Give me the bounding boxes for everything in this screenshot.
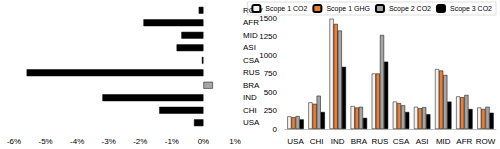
svg-text:AFR: AFR xyxy=(243,18,259,27)
svg-text:ASI: ASI xyxy=(243,43,256,52)
svg-text:-1%: -1% xyxy=(165,137,179,146)
svg-text:-6%: -6% xyxy=(7,137,21,146)
svg-text:0%: 0% xyxy=(198,137,210,146)
svg-text:AFR: AFR xyxy=(456,137,472,146)
svg-text:-4%: -4% xyxy=(70,137,84,146)
svg-text:CSA: CSA xyxy=(243,56,260,65)
svg-text:MID: MID xyxy=(436,137,451,146)
svg-text:750: 750 xyxy=(264,69,278,78)
svg-text:Scope 2 CO2: Scope 2 CO2 xyxy=(389,5,431,13)
svg-text:250: 250 xyxy=(264,106,278,115)
svg-text:Scope 3 CO2: Scope 3 CO2 xyxy=(450,5,492,13)
svg-text:-2%: -2% xyxy=(133,137,147,146)
svg-text:CHI: CHI xyxy=(243,106,257,115)
svg-text:MID: MID xyxy=(243,31,258,40)
svg-text:IND: IND xyxy=(243,93,257,102)
svg-text:CSA: CSA xyxy=(393,137,410,146)
svg-text:-5%: -5% xyxy=(38,137,52,146)
svg-text:1500: 1500 xyxy=(259,13,277,23)
svg-text:BRA: BRA xyxy=(351,137,368,146)
svg-text:1250: 1250 xyxy=(259,32,277,41)
svg-text:Scope 1 CO2: Scope 1 CO2 xyxy=(265,5,307,13)
svg-text:BRA: BRA xyxy=(243,81,260,90)
svg-text:ASI: ASI xyxy=(416,137,429,146)
svg-text:1000: 1000 xyxy=(259,51,277,60)
svg-text:500: 500 xyxy=(264,88,278,97)
svg-text:ROW: ROW xyxy=(243,5,263,15)
svg-text:RUS: RUS xyxy=(243,68,260,77)
svg-text:CHI: CHI xyxy=(310,137,324,146)
svg-text:0: 0 xyxy=(273,125,278,134)
svg-text:Scope 1 GHG: Scope 1 GHG xyxy=(326,5,370,13)
svg-text:IND: IND xyxy=(331,137,345,146)
svg-text:USA: USA xyxy=(287,137,304,146)
svg-text:USA: USA xyxy=(243,118,260,127)
svg-text:ROW: ROW xyxy=(476,137,496,146)
svg-text:1%: 1% xyxy=(229,137,241,146)
svg-text:RUS: RUS xyxy=(372,137,389,146)
svg-text:-3%: -3% xyxy=(102,137,116,146)
